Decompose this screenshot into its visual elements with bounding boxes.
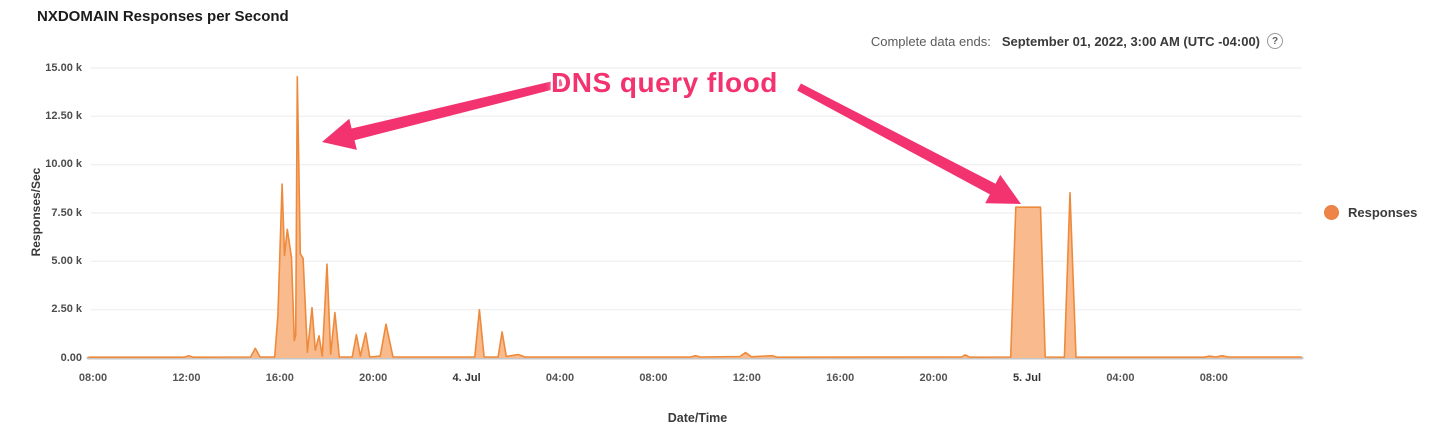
page-title: NXDOMAIN Responses per Second (37, 8, 289, 25)
x-tick-label: 04:00 (545, 372, 575, 384)
x-tick-label: 16:00 (826, 372, 855, 384)
x-tick-label: 08:00 (639, 372, 668, 384)
x-tick-label: 5. Jul (1012, 372, 1042, 384)
x-tick-label: 12:00 (172, 372, 201, 384)
gridlines (91, 67, 1302, 311)
complete-data-value: September 01, 2022, 3:00 AM (UTC -04:00) (1001, 33, 1260, 49)
annotation-arrows (322, 79, 1021, 204)
responses-area-series (88, 76, 1302, 358)
annotation-text: DNS query flood (551, 67, 778, 98)
x-tick-label: 16:00 (265, 372, 294, 384)
y-tick-label: 5.00 k (51, 254, 82, 267)
annotation-arrow-right (797, 83, 1021, 204)
y-tick-label: 15.00 k (45, 61, 82, 74)
legend-label: Responses (1348, 205, 1418, 220)
x-tick-label: 12:00 (732, 372, 761, 384)
x-tick-label: 4. Jul (452, 372, 481, 384)
x-axis-title: Date/Time (667, 411, 728, 425)
help-icon[interactable]: ? (1267, 33, 1283, 49)
x-tick-label: 08:00 (78, 372, 108, 384)
x-tick-label: 04:00 (1106, 372, 1135, 384)
y-tick-label: 7.50 k (51, 206, 82, 219)
complete-data-label: Complete data ends: (870, 33, 991, 49)
x-tick-label: 20:00 (359, 372, 388, 384)
y-tick-label: 12.50 k (45, 109, 82, 122)
y-tick-label: 0.00 (60, 351, 82, 364)
annotation-arrow-left (322, 79, 563, 150)
x-tick-label: 08:00 (1199, 372, 1228, 384)
legend-swatch-icon (1324, 205, 1339, 220)
y-tick-label: 2.50 k (51, 303, 82, 316)
complete-data-note: Complete data ends: September 01, 2022, 3… (871, 33, 1283, 49)
y-tick-label: 10.00 k (45, 158, 82, 171)
legend-item-responses[interactable]: Responses (1324, 205, 1417, 220)
responses-line-series (88, 75, 1302, 358)
x-tick-label: 20:00 (919, 372, 948, 384)
